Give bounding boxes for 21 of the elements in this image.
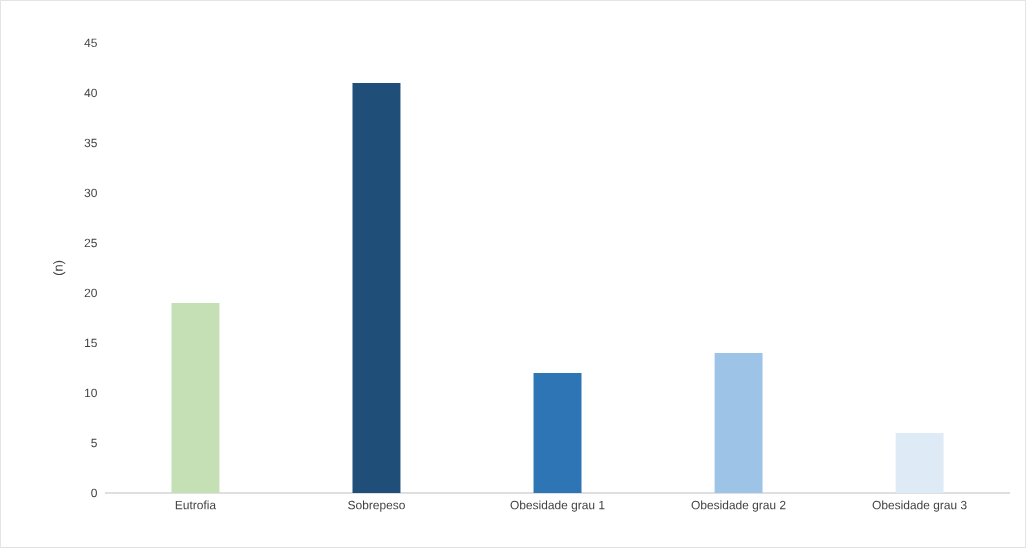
x-tick-label: Obesidade grau 3: [872, 500, 967, 512]
y-tick-label: 5: [91, 438, 97, 448]
x-tick-label: Sobrepeso: [348, 500, 405, 512]
y-tick-label: 25: [84, 238, 97, 248]
y-tick-label: 0: [91, 488, 97, 498]
y-tick-label: 40: [84, 88, 97, 98]
bar: [171, 302, 220, 494]
y-tick-label: 15: [85, 338, 97, 348]
y-tick-label: 10: [85, 388, 97, 398]
y-axis-title: (n): [53, 260, 66, 276]
y-tick-label: 30: [84, 188, 97, 198]
y-tick-label: 20: [84, 288, 97, 298]
y-tick-label: 45: [84, 38, 97, 48]
x-tick-label: Obesidade grau 1: [510, 500, 605, 512]
bar: [714, 353, 763, 494]
bar: [352, 82, 401, 494]
x-tick-label: Eutrofia: [175, 500, 217, 510]
y-tick-label: 35: [84, 138, 97, 148]
bar: [533, 373, 582, 494]
x-tick-label: Obesidade grau 2: [691, 500, 786, 512]
bar: [895, 433, 944, 494]
